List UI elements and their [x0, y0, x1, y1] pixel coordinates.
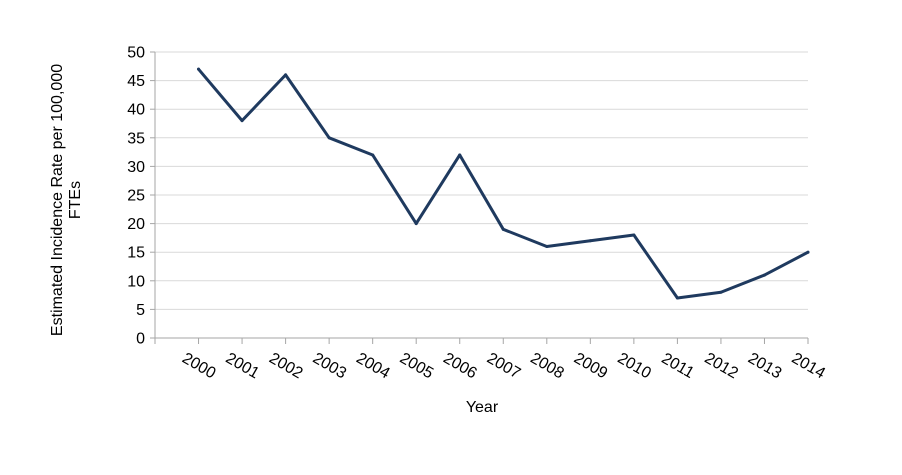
data-point	[632, 233, 636, 237]
x-tick-label: 2000	[179, 350, 218, 383]
x-tick-label: 2010	[614, 350, 653, 383]
x-tick-label: 2008	[527, 350, 566, 383]
y-tick-label: 5	[136, 302, 145, 319]
y-tick-label: 40	[127, 102, 145, 119]
x-tick-label: 2013	[745, 350, 784, 383]
data-point	[501, 227, 505, 231]
y-tick-label: 50	[127, 45, 145, 62]
data-point	[371, 153, 375, 157]
data-point	[284, 73, 288, 77]
x-tick-label: 2011	[659, 350, 697, 382]
y-tick-label: 30	[127, 159, 145, 176]
data-point	[197, 67, 201, 71]
y-tick-label: 20	[127, 216, 145, 233]
data-point	[545, 244, 549, 248]
y-tick-label: 35	[127, 130, 145, 147]
x-tick-label: 2007	[484, 350, 523, 383]
tick-labels: 0 5 10 15 20 25 30 35 40 45 50 2000 2001 2002 2003 2004…	[127, 45, 828, 383]
x-axis-title: Year	[466, 399, 499, 416]
data-point	[719, 290, 723, 294]
y-tick-label: 10	[127, 273, 145, 290]
x-tick-label: 2012	[702, 350, 741, 383]
x-tick-label: 2005	[397, 350, 436, 383]
data-point	[327, 136, 331, 140]
x-tick-label: 2006	[440, 350, 479, 383]
y-tick-label: 45	[127, 73, 145, 90]
series-layer	[197, 67, 810, 300]
data-point	[675, 296, 679, 300]
y-axis-title-line-1: Estimated Incidence Rate per 100,000	[49, 64, 66, 336]
data-point	[762, 273, 766, 277]
data-point	[414, 222, 418, 226]
data-point	[240, 119, 244, 123]
y-axis-title: Estimated Incidence Rate per 100,000 FTE…	[49, 64, 84, 336]
y-tick-label: 0	[136, 331, 145, 348]
x-tick-label: 2004	[353, 350, 392, 383]
y-tick-label: 25	[127, 188, 145, 205]
x-tick-label: 2014	[789, 350, 828, 383]
data-point	[806, 250, 810, 254]
y-tick-label: 15	[127, 245, 145, 262]
x-tick-label: 2003	[310, 350, 349, 383]
x-tick-label: 2001	[223, 350, 262, 383]
axes	[150, 51, 809, 344]
series-line	[197, 67, 810, 300]
data-point	[588, 239, 592, 243]
x-tick-label: 2002	[266, 350, 305, 383]
x-tick-label: 2009	[571, 350, 610, 383]
data-point	[458, 153, 462, 157]
y-axis-title-line-2: FTEs	[67, 181, 84, 219]
gridlines	[155, 51, 808, 310]
